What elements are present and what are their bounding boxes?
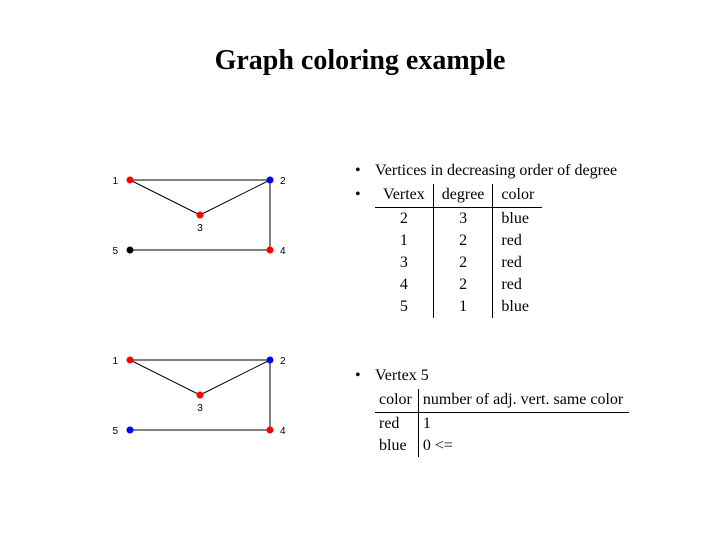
bullet-block-1: • Vertices in decreasing order of degree… bbox=[355, 160, 617, 320]
th-vertex: Vertex bbox=[375, 184, 433, 208]
bullet-dot-icon: • bbox=[355, 160, 375, 182]
svg-text:3: 3 bbox=[197, 403, 203, 414]
table-row: blue0 <= bbox=[375, 435, 629, 457]
table-row: 12red bbox=[375, 230, 542, 252]
th-adj: number of adj. vert. same color bbox=[418, 389, 629, 413]
table-cell: 2 bbox=[433, 230, 493, 252]
bullet-item: • Vertex 5 color number of adj. vert. sa… bbox=[355, 365, 629, 457]
table-cell: 3 bbox=[433, 208, 493, 231]
svg-text:1: 1 bbox=[112, 356, 118, 367]
svg-text:1: 1 bbox=[112, 176, 118, 187]
svg-text:3: 3 bbox=[197, 223, 203, 234]
table-cell: red bbox=[493, 274, 542, 296]
bullet-text: Vertices in decreasing order of degree bbox=[375, 160, 617, 182]
svg-text:4: 4 bbox=[280, 246, 286, 257]
vertex5-block: Vertex 5 color number of adj. vert. same… bbox=[375, 365, 629, 457]
svg-text:2: 2 bbox=[280, 176, 286, 187]
bullet-dot-icon: • bbox=[355, 365, 375, 387]
graph-diagram-1: 1 2 3 4 5 bbox=[110, 160, 290, 270]
table-cell: 1 bbox=[375, 230, 433, 252]
table-cell: 2 bbox=[375, 208, 433, 231]
table-row: 32red bbox=[375, 252, 542, 274]
degree-table-wrap: Vertex degree color 23blue12red32red42re… bbox=[375, 184, 542, 318]
table-row: red1 bbox=[375, 413, 629, 436]
table-cell: blue bbox=[375, 435, 418, 457]
bullet-item: • Vertex degree color 23blue12red32red42… bbox=[355, 184, 617, 318]
table-cell: 4 bbox=[375, 274, 433, 296]
th-color2: color bbox=[375, 389, 418, 413]
table-cell: 1 bbox=[418, 413, 629, 436]
table-cell: red bbox=[375, 413, 418, 436]
vertex5-table: color number of adj. vert. same color re… bbox=[375, 389, 629, 457]
table-cell: red bbox=[493, 230, 542, 252]
svg-text:2: 2 bbox=[280, 356, 286, 367]
bullet-item: • Vertices in decreasing order of degree bbox=[355, 160, 617, 182]
th-degree: degree bbox=[433, 184, 493, 208]
table-cell: 3 bbox=[375, 252, 433, 274]
table-cell: red bbox=[493, 252, 542, 274]
svg-text:5: 5 bbox=[112, 426, 118, 437]
table-row: 51blue bbox=[375, 296, 542, 318]
page-title: Graph coloring example bbox=[0, 45, 720, 77]
svg-text:5: 5 bbox=[112, 246, 118, 257]
bullet-dot-icon: • bbox=[355, 184, 375, 206]
bullet-block-2: • Vertex 5 color number of adj. vert. sa… bbox=[355, 365, 629, 459]
svg-text:4: 4 bbox=[280, 426, 286, 437]
table-cell: 0 <= bbox=[418, 435, 629, 457]
table-cell: blue bbox=[493, 208, 542, 231]
degree-table: Vertex degree color 23blue12red32red42re… bbox=[375, 184, 542, 318]
vertex5-heading: Vertex 5 bbox=[375, 365, 629, 387]
table-row: 42red bbox=[375, 274, 542, 296]
table-cell: 2 bbox=[433, 274, 493, 296]
table-row: 23blue bbox=[375, 208, 542, 231]
table-cell: 2 bbox=[433, 252, 493, 274]
table-cell: blue bbox=[493, 296, 542, 318]
table-cell: 1 bbox=[433, 296, 493, 318]
table-cell: 5 bbox=[375, 296, 433, 318]
graph-diagram-2: 1 2 3 4 5 bbox=[110, 340, 290, 450]
th-color: color bbox=[493, 184, 542, 208]
